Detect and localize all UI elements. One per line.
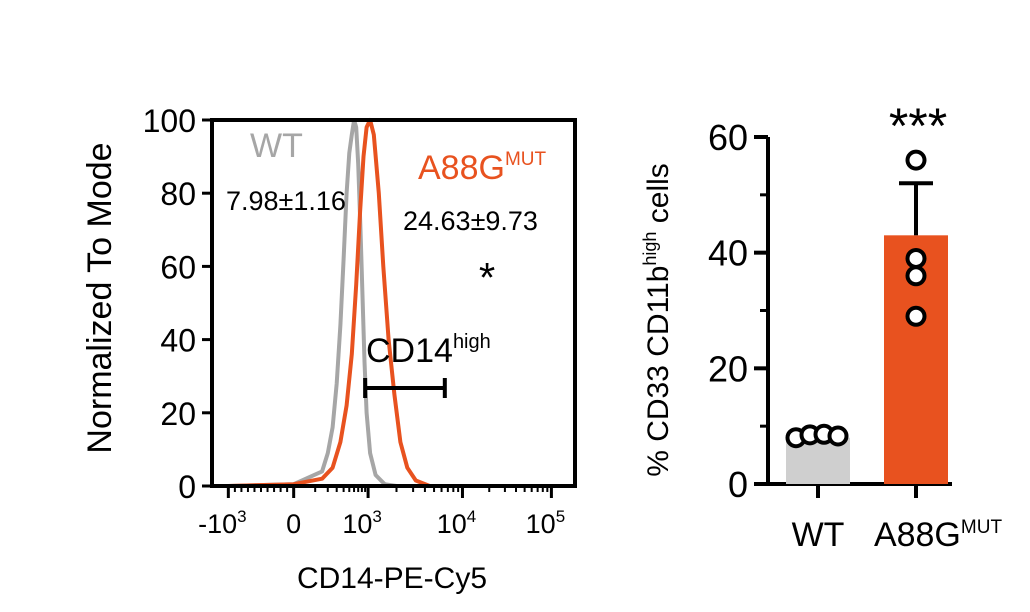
data-point-1-3 bbox=[905, 149, 927, 171]
wt-series-label: WT bbox=[250, 127, 303, 165]
bar-y-axis-label: % CD33 CD11bhigh cells bbox=[640, 163, 675, 477]
mut-series-label: A88GMUT bbox=[418, 149, 547, 187]
histogram-y-tick-label-1: 20 bbox=[160, 396, 196, 432]
histogram-x-tick-label-2: 103 bbox=[342, 507, 382, 539]
mut-series-label-sup: MUT bbox=[505, 149, 547, 170]
histogram-curve-mut bbox=[228, 118, 431, 488]
gate-label-sup: high bbox=[453, 331, 491, 353]
gate-label: CD14high bbox=[366, 331, 491, 370]
data-point-0-3 bbox=[827, 425, 849, 447]
histogram-y-ticks: 0 20 40 60 80 100 bbox=[143, 103, 212, 505]
histogram-curves bbox=[228, 118, 431, 488]
data-point-1-0 bbox=[905, 305, 927, 327]
data-point-1-1 bbox=[905, 265, 927, 287]
bar-y-axis-label-post: cells bbox=[642, 163, 675, 231]
bar-significance-1: *** bbox=[889, 98, 947, 154]
bar-x-ticks: WT A88GMUT bbox=[792, 484, 1003, 554]
bar-y-ticks: 0 20 40 60 bbox=[708, 117, 770, 505]
mut-series-label-base: A88G bbox=[418, 149, 505, 187]
bar-panel: % CD33 CD11bhigh cells 0 20 40 60 *** WT A88… bbox=[640, 98, 1002, 554]
bar-y-axis-label-pre: % CD33 CD11b bbox=[642, 266, 675, 477]
histogram-y-tick-label-2: 40 bbox=[160, 323, 196, 359]
histogram-frame bbox=[210, 118, 577, 488]
bar-y-axis-label-sup: high bbox=[640, 232, 660, 266]
gate-label-base: CD14 bbox=[366, 332, 453, 370]
bar-x-tick-label-0: WT bbox=[792, 516, 845, 554]
histogram-x-tick-label-3: 104 bbox=[437, 507, 477, 539]
data-point-1-2 bbox=[905, 247, 927, 269]
bar-y-tick-label-1: 20 bbox=[708, 348, 748, 389]
histogram-x-axis-label: CD14-PE-Cy5 bbox=[297, 562, 487, 595]
bar-y-tick-label-2: 40 bbox=[708, 233, 748, 274]
gate-bar bbox=[363, 378, 447, 398]
bar-y-tick-label-0: 0 bbox=[728, 464, 748, 505]
histogram-curve-wt bbox=[228, 118, 397, 488]
bar-x-tick-label-1: A88GMUT bbox=[874, 516, 1003, 554]
bars: *** bbox=[768, 98, 952, 486]
histogram-y-tick-label-3: 60 bbox=[160, 249, 196, 285]
histogram-y-axis-label: Normalized To Mode bbox=[81, 142, 119, 453]
bar-y-tick-label-3: 60 bbox=[708, 117, 748, 158]
histogram-x-tick-label-1: 0 bbox=[286, 509, 301, 539]
histogram-x-ticks: -103 0 103 104 105 bbox=[198, 486, 565, 539]
histogram-y-tick-label-5: 100 bbox=[143, 103, 196, 139]
histogram-y-tick-label-4: 80 bbox=[160, 176, 196, 212]
mut-annotation: 24.63±9.73 bbox=[403, 206, 538, 236]
wt-annotation: 7.98±1.16 bbox=[226, 186, 346, 216]
histogram-x-tick-label-4: 105 bbox=[526, 507, 566, 539]
histogram-significance: * bbox=[479, 254, 495, 301]
histogram-y-tick-label-0: 0 bbox=[178, 469, 196, 505]
histogram-x-tick-label-0: -103 bbox=[198, 507, 247, 539]
